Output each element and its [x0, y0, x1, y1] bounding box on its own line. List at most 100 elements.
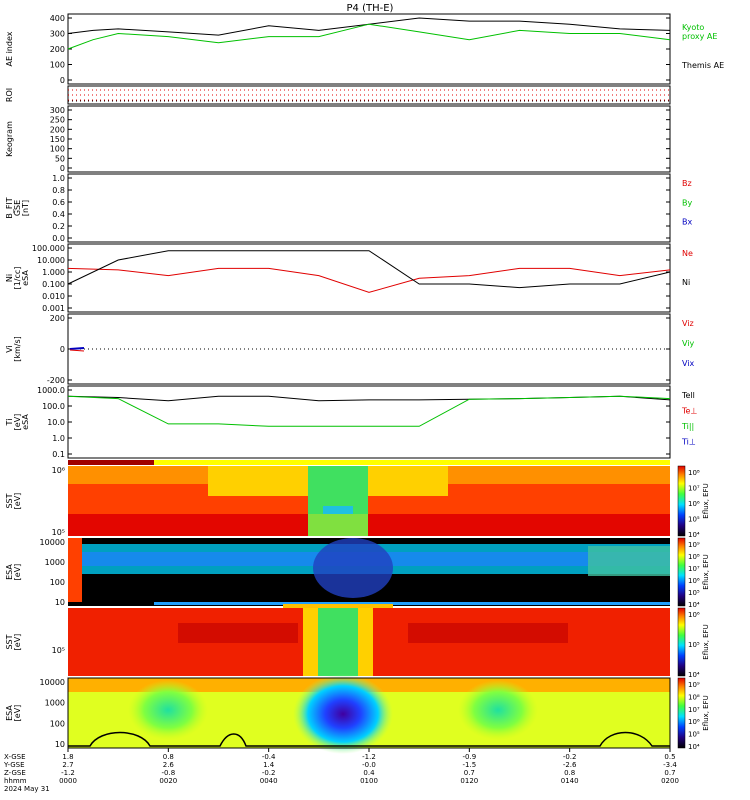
colorbar-tick-label: 10⁴: [688, 671, 700, 679]
y-tick-label: 0.6: [52, 198, 65, 207]
spectrogram-overlay-line: [68, 731, 670, 747]
colorbar-tick-label: 10⁷: [688, 485, 700, 493]
spectrogram-band: [68, 514, 670, 536]
y-tick-label: 1.000: [42, 268, 65, 277]
colorbar-tick-label: 10⁴: [688, 531, 700, 539]
y-axis-label: SST: [5, 493, 14, 508]
y-tick-label: 200: [50, 314, 65, 323]
y-tick-label: 0.100: [42, 280, 65, 289]
x-tick-label: 1.4: [263, 761, 275, 769]
y-axis-label: ESA: [5, 705, 14, 721]
y-axis-label: [eV]: [13, 705, 22, 722]
spectrogram-band: [293, 674, 393, 754]
legend-entry: Te⊥: [681, 407, 697, 416]
x-tick-label: -0.0: [362, 761, 376, 769]
legend-entry: Ni: [682, 278, 690, 287]
x-tick-label: 0120: [460, 777, 478, 785]
y-tick-label: -200: [47, 376, 65, 385]
colorbar-tick-label: 10⁴: [688, 601, 700, 609]
y-tick-label: 1000.0: [37, 386, 65, 395]
spectrogram-band: [283, 604, 393, 608]
legend-entry: Vix: [682, 359, 695, 368]
x-tick-label: -1.2: [61, 769, 75, 777]
colorbar-tick-label: 10⁵: [688, 589, 700, 597]
y-tick-label: 1.0: [52, 434, 65, 443]
y-tick-label: 10.000: [37, 256, 65, 265]
colorbar-tick-label: 10⁷: [688, 565, 700, 573]
y-tick-label: 100: [50, 578, 65, 587]
x-tick-label: 0.8: [163, 753, 174, 761]
colorbar-tick-label: 10⁶: [688, 577, 700, 585]
x-tick-label: -2.6: [563, 761, 577, 769]
panel-sst_e: 10⁶ 10⁵ SST [eV] 10⁸ 10⁷ 10⁶ 10⁵ 10⁴ Eflux, EFU: [5, 465, 710, 539]
x-tick-label: 0140: [561, 777, 579, 785]
colorbar-tick-label: 10⁹: [688, 681, 700, 689]
chart-title: P4 (TH-E): [347, 3, 394, 14]
x-tick-label: 0020: [159, 777, 177, 785]
x-tick-label: 1.8: [62, 753, 73, 761]
y-axis-label: Ti: [5, 419, 14, 427]
colorbar-tick-label: 10⁸: [688, 553, 700, 561]
colorbar-tick-label: 10⁶: [688, 718, 700, 726]
spectrogram-band: [128, 680, 208, 740]
y-tick-label: 10000: [40, 678, 65, 687]
y-axis-label: AE index: [5, 31, 14, 66]
colorbar-title: Eflux, EFU: [702, 695, 710, 730]
legend-entry: Viy: [682, 339, 695, 348]
x-tick-label: 0.7: [664, 769, 675, 777]
y-tick-label: 400: [50, 14, 65, 23]
x-tick-label: 2.7: [62, 761, 73, 769]
colorbar: [677, 465, 686, 537]
y-tick-label: 1000: [45, 699, 65, 708]
x-axis-row-label: Z-GSE: [4, 769, 26, 777]
colorbar-title: Eflux, EFU: [702, 624, 710, 659]
legend-entry: Ne: [682, 249, 693, 258]
colorbar-tick-label: 10⁵: [688, 731, 700, 739]
y-tick-label: 200: [50, 125, 65, 134]
y-axis-label: ESA: [5, 564, 14, 580]
x-axis-row-label: Y-GSE: [3, 761, 25, 769]
y-axis-label: Vi: [5, 345, 14, 353]
y-tick-label: 300: [50, 106, 65, 115]
series-line: [67, 250, 671, 289]
series-line: [67, 17, 671, 36]
y-tick-label: 0.8: [52, 186, 65, 195]
colorbar-tick-label: 10⁵: [688, 641, 700, 649]
colorbar-tick-label: 10⁹: [688, 541, 700, 549]
panel-frame: [67, 243, 671, 313]
spectrogram-band: [588, 546, 670, 576]
x-axis-row-label: 2024 May 31: [4, 785, 50, 793]
y-tick-label: 0: [60, 345, 65, 354]
panel-ti: 1000.0 100.0 10.0 1.0 0.1 Ti [eV] eSA Tell Te⊥ Ti|…: [5, 385, 697, 459]
y-axis-label: [km/s]: [13, 336, 22, 362]
series-line: [69, 347, 85, 350]
legend-entry: Viz: [682, 319, 694, 328]
y-tick-label: 100.000: [32, 244, 65, 253]
y-tick-label: 0: [60, 164, 65, 173]
legend-entry: Themis AE: [681, 61, 724, 70]
y-axis-label: Ni: [5, 274, 14, 282]
panel-sst_i: 10⁵ SST [eV] 10⁶ 10⁵ 10⁴ Eflux, EFU: [5, 607, 710, 679]
colorbar-tick-label: 10⁶: [688, 500, 700, 508]
y-axis-label: eSA: [21, 414, 30, 430]
spectrogram-band: [408, 623, 568, 643]
colorbar-tick-label: 10⁸: [688, 693, 700, 701]
x-tick-label: -0.2: [262, 769, 276, 777]
legend-entry: By: [682, 198, 692, 207]
x-axis-row-label: hhmm: [4, 777, 27, 785]
series-line: [67, 23, 671, 50]
panel-esa_i: 10000 1000 100 10 ESA [eV] 10⁹ 10⁸ 10⁷ 10⁶ 10⁵ 10⁴ E…: [5, 677, 710, 751]
legend-entry: Ti⊥: [681, 438, 696, 447]
x-tick-label: 0.7: [464, 769, 475, 777]
spectrogram-band: [318, 608, 358, 676]
x-tick-label: 0040: [260, 777, 278, 785]
colorbar-tick-label: 10⁶: [688, 611, 700, 619]
y-tick-label: 10: [55, 598, 65, 607]
series-line: [67, 267, 671, 293]
colorbar-tick-label: 10⁵: [688, 516, 700, 524]
colorbar-title: Eflux, EFU: [702, 483, 710, 518]
y-axis-label: GSE: [13, 200, 22, 216]
x-tick-label: 0.4: [363, 769, 375, 777]
